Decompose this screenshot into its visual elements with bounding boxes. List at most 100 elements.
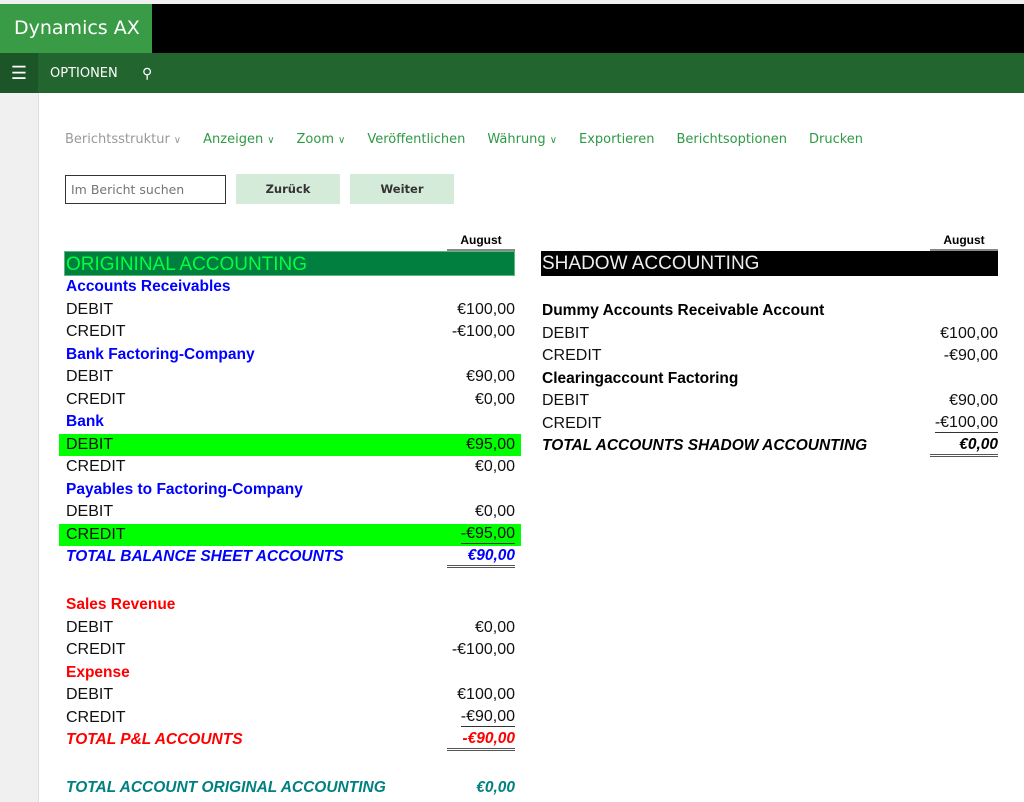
- toolbar-label: Exportieren: [579, 132, 655, 147]
- row-value: €0,00: [930, 435, 998, 457]
- toolbar-label: Berichtsstruktur: [65, 132, 170, 147]
- row-value: €0,00: [474, 458, 515, 475]
- report-row: DEBIT €100,00: [65, 299, 515, 322]
- sidebar: [0, 93, 39, 802]
- app-logo[interactable]: Dynamics AX: [0, 4, 152, 53]
- search-icon[interactable]: ⚲: [142, 65, 153, 81]
- report-row: DEBIT €90,00: [65, 366, 515, 389]
- row-value: €90,00: [447, 546, 515, 568]
- row-value: €90,00: [949, 392, 998, 409]
- row-value: -€100,00: [451, 323, 515, 340]
- row-label: Sales Revenue: [66, 596, 176, 613]
- row-label: TOTAL ACCOUNT ORIGINAL ACCOUNTING: [66, 779, 386, 796]
- original-accounting-report: August ORIGININAL ACCOUNTING Accounts Re…: [59, 231, 521, 801]
- report-row: CREDIT €0,00: [65, 389, 515, 412]
- row-value: -€90,00: [943, 347, 998, 364]
- total-row: TOTAL P&L ACCOUNTS -€90,00: [65, 729, 515, 753]
- row-label: Clearingaccount Factoring: [542, 369, 739, 387]
- browser-strip: [0, 0, 1024, 4]
- total-row: TOTAL BALANCE SHEET ACCOUNTS €90,00: [65, 546, 515, 570]
- account-heading: Expense: [65, 662, 515, 685]
- row-label: DEBIT: [542, 392, 590, 409]
- toolbar-berichtsoptionen[interactable]: Berichtsoptionen: [676, 132, 786, 147]
- total-row: TOTAL ACCOUNT ORIGINAL ACCOUNTING €0,00: [65, 777, 515, 801]
- row-label: CREDIT: [66, 641, 126, 658]
- row-label: DEBIT: [66, 368, 114, 385]
- row-label: Expense: [66, 663, 130, 681]
- next-button[interactable]: Weiter: [350, 174, 454, 204]
- account-heading: Clearingaccount Factoring: [541, 368, 998, 391]
- report-row: DEBIT €95,00: [59, 433, 521, 457]
- row-label: Bank Factoring-Company: [66, 345, 255, 363]
- toolbar-label: Währung: [487, 132, 546, 147]
- shadow-title-bar: SHADOW ACCOUNTING: [541, 251, 998, 276]
- row-value: €100,00: [457, 300, 515, 318]
- report-row: CREDIT -€100,00: [65, 321, 515, 344]
- nav-bar: ☰ OPTIONEN ⚲: [0, 53, 1024, 93]
- report-row: DEBIT €100,00: [541, 323, 998, 346]
- chevron-down-icon: ∨: [173, 135, 182, 146]
- chevron-down-icon: ∨: [549, 135, 558, 146]
- row-label: CREDIT: [66, 323, 126, 340]
- row-label: DEBIT: [66, 300, 114, 318]
- report-row: DEBIT €0,00: [65, 617, 515, 640]
- account-heading: Payables to Factoring-Company: [65, 479, 515, 502]
- row-value: -€90,00: [447, 729, 515, 751]
- account-heading: Dummy Accounts Receivable Account: [541, 300, 998, 323]
- report-row: CREDIT -€95,00: [59, 523, 521, 547]
- row-value: -€95,00: [460, 524, 515, 544]
- toolbar-label: Veröffentlichen: [367, 132, 466, 147]
- chevron-down-icon: ∨: [267, 135, 275, 146]
- shadow-accounting-report: August SHADOW ACCOUNTING Dummy Accounts …: [541, 231, 998, 459]
- report-row: CREDIT -€90,00: [541, 345, 998, 368]
- report-row: DEBIT €100,00: [65, 684, 515, 707]
- report-row: CREDIT -€100,00: [65, 639, 515, 662]
- row-label: CREDIT: [66, 708, 126, 726]
- row-label: Payables to Factoring-Company: [66, 480, 303, 498]
- toolbar-whrung[interactable]: Währung ∨: [487, 132, 557, 147]
- toolbar-exportieren[interactable]: Exportieren: [579, 132, 654, 147]
- row-label: CREDIT: [66, 390, 126, 408]
- row-value: -€100,00: [934, 413, 998, 433]
- options-menu[interactable]: OPTIONEN: [50, 66, 118, 81]
- report-row: CREDIT -€90,00: [65, 707, 515, 730]
- row-value: €100,00: [940, 324, 998, 342]
- row-label: DEBIT: [66, 435, 114, 453]
- row-label: CREDIT: [542, 347, 602, 364]
- back-button[interactable]: Zurück: [236, 174, 340, 204]
- row-value: €0,00: [474, 390, 515, 408]
- report-search-input[interactable]: [65, 175, 226, 204]
- row-label: DEBIT: [542, 324, 590, 342]
- toolbar-label: Zoom: [296, 132, 334, 147]
- toolbar-label: Drucken: [808, 132, 864, 147]
- row-value: €90,00: [466, 368, 515, 385]
- report-row: CREDIT -€100,00: [541, 413, 998, 436]
- row-label: DEBIT: [66, 503, 114, 520]
- row-label: CREDIT: [66, 525, 126, 543]
- toolbar-label: Berichtsoptionen: [676, 132, 787, 147]
- row-label: Bank: [66, 413, 104, 430]
- report-row: DEBIT €90,00: [541, 390, 998, 413]
- column-header: August: [541, 231, 998, 251]
- row-label: TOTAL ACCOUNTS SHADOW ACCOUNTING: [542, 437, 868, 454]
- toolbar-berichtsstruktur[interactable]: Berichtsstruktur ∨: [65, 132, 181, 147]
- row-label: Dummy Accounts Receivable Account: [542, 302, 825, 319]
- row-label: TOTAL P&L ACCOUNTS: [66, 731, 243, 748]
- account-heading: Accounts Receivables: [65, 276, 515, 299]
- total-row: TOTAL ACCOUNTS SHADOW ACCOUNTING €0,00: [541, 435, 998, 459]
- row-value: €100,00: [457, 686, 515, 703]
- toolbar-verffentlichen[interactable]: Veröffentlichen: [367, 132, 465, 147]
- toolbar-zoom[interactable]: Zoom ∨: [297, 132, 346, 147]
- toolbar-anzeigen[interactable]: Anzeigen ∨: [203, 132, 274, 147]
- toolbar-drucken[interactable]: Drucken: [809, 132, 863, 147]
- row-label: Accounts Receivables: [66, 278, 231, 295]
- app-header: Dynamics AX: [0, 4, 1024, 53]
- row-value: €0,00: [474, 503, 515, 520]
- row-value: €0,00: [476, 779, 515, 796]
- row-value: €0,00: [474, 618, 515, 636]
- row-label: TOTAL BALANCE SHEET ACCOUNTS: [66, 548, 344, 565]
- hamburger-icon[interactable]: ☰: [0, 53, 38, 93]
- row-label: CREDIT: [542, 414, 602, 432]
- original-title-bar: ORIGININAL ACCOUNTING: [64, 251, 515, 276]
- account-heading: Bank Factoring-Company: [65, 344, 515, 367]
